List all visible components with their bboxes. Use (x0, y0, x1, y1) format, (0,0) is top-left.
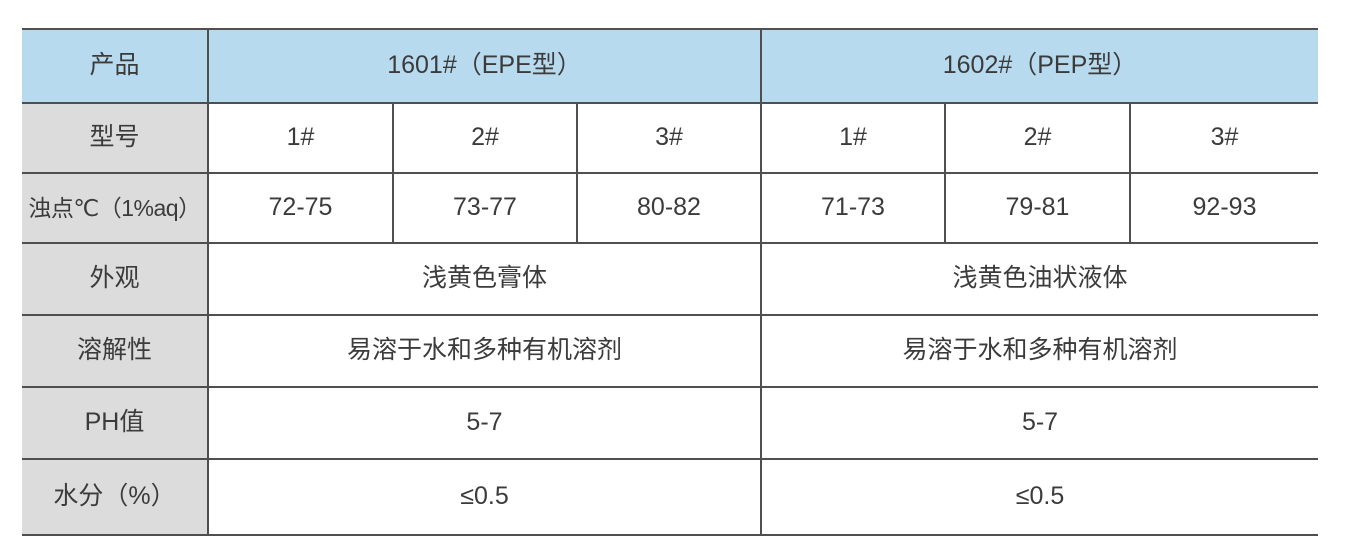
cell-cloud-1601-2: 73-77 (392, 172, 578, 244)
header-group-1601: 1601#（EPE型） (207, 28, 762, 104)
table-row-appearance: 外观 浅黄色膏体 浅黄色油状液体 (22, 242, 1319, 316)
row-label-appearance: 外观 (22, 242, 209, 316)
cell-cloud-1602-1: 71-73 (760, 172, 946, 244)
cell-model-1601-2: 2# (392, 102, 578, 174)
cell-cloud-1601-3: 80-82 (576, 172, 762, 244)
row-label-solubility: 溶解性 (22, 314, 209, 388)
cell-model-1601-3: 3# (576, 102, 762, 174)
product-spec-table: 产品 1601#（EPE型） 1602#（PEP型） 型号 1# 2# 3# 1… (22, 28, 1319, 536)
table-row-ph: PH值 5-7 5-7 (22, 386, 1319, 460)
cell-cloud-1602-2: 79-81 (944, 172, 1131, 244)
cell-model-1602-2: 2# (944, 102, 1131, 174)
row-label-cloud-point: 浊点℃（1%aq） (22, 172, 209, 244)
spec-table-container: 产品 1601#（EPE型） 1602#（PEP型） 型号 1# 2# 3# 1… (22, 28, 1319, 536)
table-row-moisture: 水分（%） ≤0.5 ≤0.5 (22, 458, 1319, 536)
row-label-ph: PH值 (22, 386, 209, 460)
cell-ph-1601: 5-7 (207, 386, 762, 460)
table-row-model: 型号 1# 2# 3# 1# 2# 3# (22, 102, 1319, 174)
cell-cloud-1601-1: 72-75 (207, 172, 394, 244)
cell-appearance-1602: 浅黄色油状液体 (759, 242, 1319, 316)
cell-model-1601-1: 1# (207, 102, 394, 174)
cell-solubility-1601: 易溶于水和多种有机溶剂 (207, 314, 762, 388)
cell-model-1602-3: 3# (1128, 102, 1319, 174)
table-header-row: 产品 1601#（EPE型） 1602#（PEP型） (22, 28, 1319, 104)
header-product-label: 产品 (22, 28, 209, 104)
cell-model-1602-1: 1# (760, 102, 946, 174)
table-row-cloud-point: 浊点℃（1%aq） 72-75 73-77 80-82 71-73 79-81 … (22, 172, 1319, 244)
row-label-model: 型号 (22, 102, 209, 174)
cell-ph-1602: 5-7 (759, 386, 1319, 460)
table-row-solubility: 溶解性 易溶于水和多种有机溶剂 易溶于水和多种有机溶剂 (22, 314, 1319, 388)
row-label-moisture: 水分（%） (22, 458, 209, 536)
cell-appearance-1601: 浅黄色膏体 (207, 242, 762, 316)
cell-moisture-1602: ≤0.5 (759, 458, 1319, 536)
cell-cloud-1602-3: 92-93 (1128, 172, 1319, 244)
cell-moisture-1601: ≤0.5 (207, 458, 762, 536)
header-group-1602: 1602#（PEP型） (759, 28, 1319, 104)
cell-solubility-1602: 易溶于水和多种有机溶剂 (759, 314, 1319, 388)
